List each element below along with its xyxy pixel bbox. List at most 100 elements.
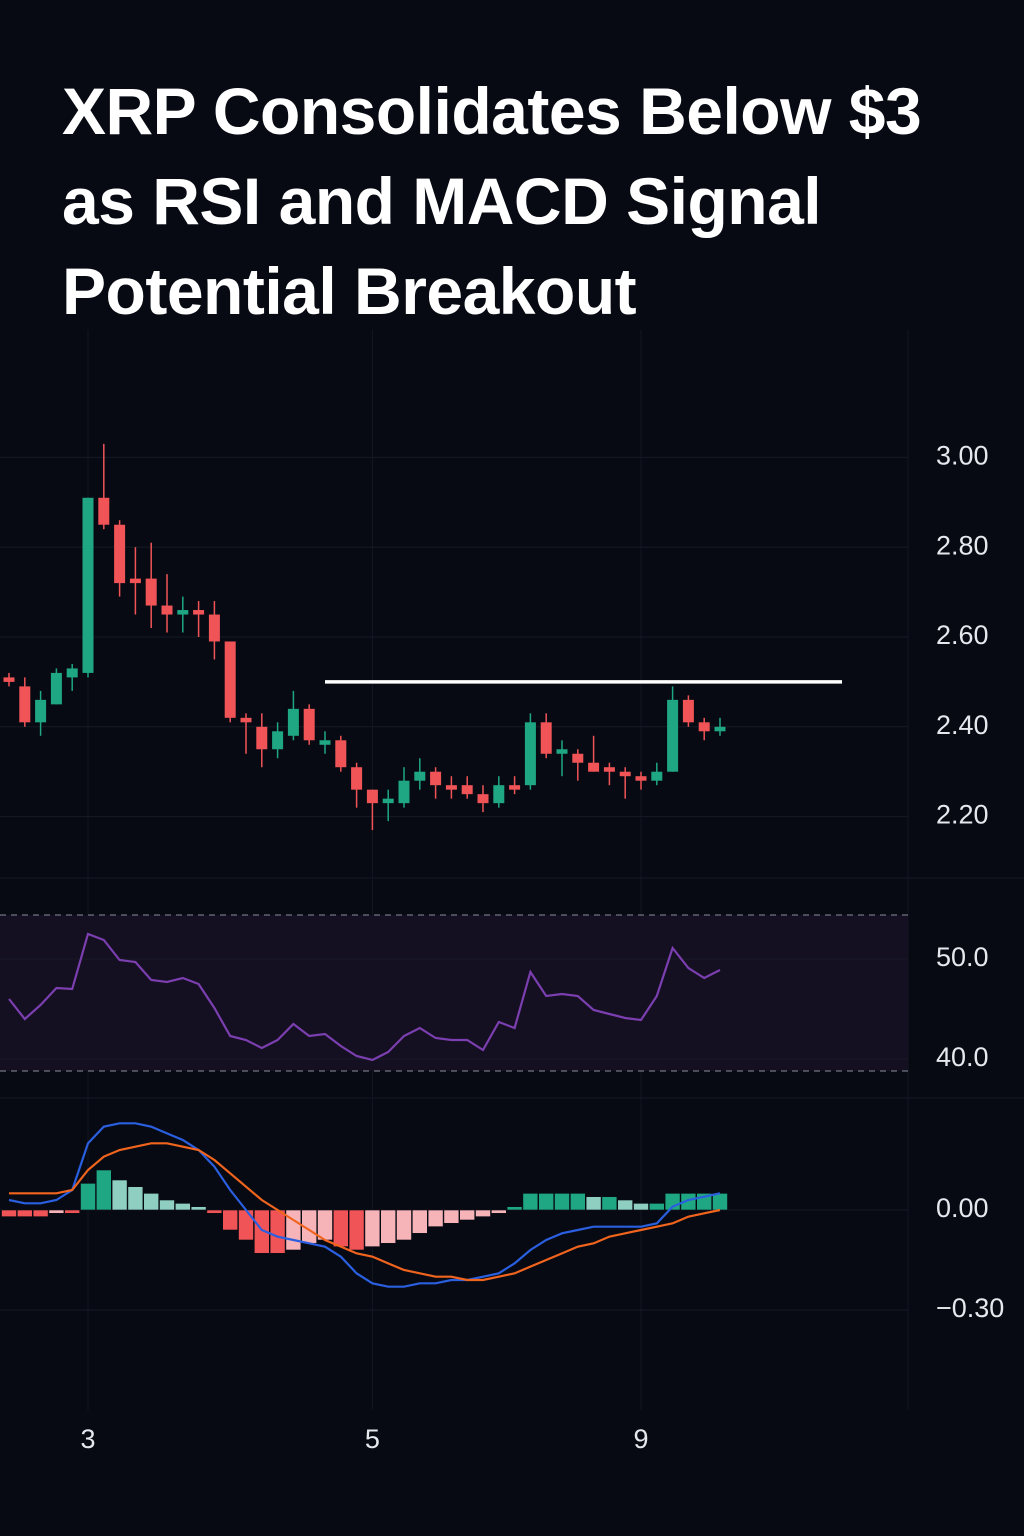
- histogram-bar: [206, 1209, 223, 1214]
- histogram-bar: [569, 1193, 586, 1211]
- histogram-bar: [238, 1209, 254, 1241]
- histogram-bar: [348, 1209, 365, 1251]
- candle-body: [224, 641, 236, 718]
- candle-body: [366, 789, 378, 804]
- histogram-bar: [380, 1209, 397, 1244]
- candle-body: [382, 798, 394, 804]
- candle-body: [82, 497, 94, 673]
- x-tick-label: 3: [80, 1424, 95, 1454]
- candle-body: [619, 771, 631, 777]
- x-tick-label: 5: [365, 1424, 380, 1454]
- y-tick-label: 2.60: [936, 620, 989, 650]
- histogram-bar: [111, 1179, 128, 1211]
- candle-body: [572, 753, 584, 763]
- candle-body: [682, 699, 694, 723]
- y-tick-label: 2.80: [936, 530, 989, 560]
- rsi-line: [8, 932, 721, 1062]
- candle-body: [398, 780, 410, 804]
- macd-line: [8, 1122, 721, 1288]
- histogram-bar: [364, 1209, 381, 1247]
- histogram-bar: [443, 1209, 460, 1224]
- histogram-bar: [538, 1193, 555, 1211]
- y-tick-label: 40.0: [936, 1042, 989, 1072]
- histogram-bar: [585, 1196, 602, 1211]
- histogram-bar: [222, 1209, 238, 1231]
- histogram-bar: [159, 1199, 175, 1211]
- candle-body: [129, 578, 141, 584]
- candle-body: [430, 771, 442, 786]
- candle-body: [667, 699, 679, 772]
- histogram-bar: [127, 1186, 144, 1211]
- y-tick-label: 2.20: [936, 800, 989, 830]
- candle-body: [303, 708, 315, 741]
- histogram-bar: [712, 1193, 728, 1211]
- histogram-bar: [522, 1193, 539, 1211]
- rsi-band: [0, 915, 908, 1071]
- histogram-bar: [617, 1199, 634, 1211]
- histogram-bar: [16, 1209, 33, 1217]
- histogram-bar: [633, 1203, 649, 1211]
- histogram-bar: [32, 1209, 49, 1217]
- candle-body: [35, 699, 47, 723]
- candle-body: [493, 785, 505, 804]
- candle-body: [414, 771, 426, 781]
- candle-body: [588, 762, 600, 772]
- candle-body: [240, 717, 252, 723]
- histogram-bar: [64, 1209, 80, 1214]
- histogram-bar: [475, 1209, 491, 1217]
- histogram-bar: [680, 1193, 697, 1211]
- histogram-bar: [411, 1209, 428, 1234]
- candle-body: [3, 677, 15, 682]
- headline: XRP Consolidates Below $3 as RSI and MAC…: [62, 74, 922, 328]
- histogram-bar: [427, 1209, 444, 1227]
- histogram-bar: [459, 1209, 476, 1221]
- candle-body: [114, 524, 126, 584]
- histogram-bar: [601, 1196, 618, 1211]
- candle-body: [161, 605, 173, 615]
- candle-body: [509, 785, 521, 790]
- histogram-bar: [96, 1169, 112, 1211]
- candle-body: [98, 497, 110, 525]
- candle-body: [287, 708, 299, 736]
- candle-body: [603, 767, 615, 772]
- candle-body: [698, 722, 710, 732]
- histogram-bar: [648, 1203, 665, 1211]
- candle-body: [445, 785, 457, 790]
- candle-body: [50, 672, 62, 705]
- histogram-bar: [506, 1206, 523, 1211]
- histogram-bar: [190, 1206, 207, 1211]
- candle-body: [193, 610, 205, 615]
- histogram-bar: [332, 1209, 349, 1247]
- histogram-bar: [396, 1209, 412, 1241]
- candle-body: [145, 578, 157, 606]
- candle-body: [540, 722, 552, 754]
- candle-body: [461, 785, 473, 795]
- y-tick-label: 50.0: [936, 942, 989, 972]
- candle-body: [335, 740, 347, 768]
- candle-body: [319, 740, 331, 745]
- histogram-bar: [1, 1209, 17, 1217]
- histogram-bar: [175, 1203, 191, 1211]
- histogram-bar: [80, 1183, 96, 1211]
- y-tick-label: 3.00: [936, 440, 989, 470]
- histogram-bar: [269, 1209, 286, 1254]
- histogram-bar: [254, 1209, 270, 1254]
- signal-line: [9, 1142, 721, 1282]
- y-tick-label: 2.40: [936, 710, 989, 740]
- x-tick-label: 9: [633, 1424, 648, 1454]
- y-tick-label: 0.00: [936, 1193, 989, 1223]
- candle-body: [477, 794, 489, 804]
- histogram-bar: [490, 1209, 507, 1214]
- y-tick-label: −0.30: [936, 1293, 1004, 1323]
- candle-body: [208, 614, 220, 642]
- candle-body: [19, 686, 31, 723]
- candle-body: [651, 771, 663, 781]
- histogram-bar: [554, 1193, 570, 1211]
- candle-body: [272, 731, 284, 750]
- candle-body: [351, 767, 363, 790]
- candle-body: [66, 668, 78, 678]
- candle-body: [714, 726, 726, 732]
- candle-body: [256, 726, 268, 750]
